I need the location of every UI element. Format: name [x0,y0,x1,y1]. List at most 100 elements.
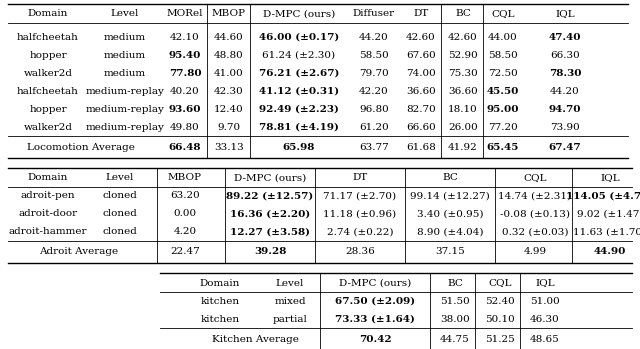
Text: adroit-door: adroit-door [19,209,77,218]
Text: D-MPC (ours): D-MPC (ours) [263,9,335,18]
Text: 72.50: 72.50 [488,68,518,77]
Text: 44.00: 44.00 [488,32,518,42]
Text: cloned: cloned [102,209,138,218]
Text: 36.60: 36.60 [406,87,436,96]
Text: MBOP: MBOP [168,173,202,183]
Text: 89.22 (±12.57): 89.22 (±12.57) [227,192,314,200]
Text: 74.00: 74.00 [406,68,436,77]
Text: cloned: cloned [102,192,138,200]
Text: 66.30: 66.30 [550,51,580,59]
Text: adroit-hammer: adroit-hammer [9,228,87,237]
Text: 82.70: 82.70 [406,104,436,113]
Text: 61.24 (±2.30): 61.24 (±2.30) [262,51,335,59]
Text: 42.60: 42.60 [448,32,478,42]
Text: medium: medium [104,68,146,77]
Text: 44.90: 44.90 [594,247,626,257]
Text: 0.32 (±0.03): 0.32 (±0.03) [502,228,568,237]
Text: Domain: Domain [28,173,68,183]
Text: 96.80: 96.80 [359,104,389,113]
Text: partial: partial [273,314,307,324]
Text: 75.30: 75.30 [448,68,478,77]
Text: 9.02 (±1.47): 9.02 (±1.47) [577,209,640,218]
Text: medium-replay: medium-replay [86,122,164,132]
Text: 16.36 (±2.20): 16.36 (±2.20) [230,209,310,218]
Text: 40.20: 40.20 [170,87,200,96]
Text: 70.42: 70.42 [358,334,391,343]
Text: 9.70: 9.70 [218,122,241,132]
Text: 99.14 (±12.27): 99.14 (±12.27) [410,192,490,200]
Text: 42.10: 42.10 [170,32,200,42]
Text: hopper: hopper [29,104,67,113]
Text: 22.47: 22.47 [170,247,200,257]
Text: IQL: IQL [600,173,620,183]
Text: 78.30: 78.30 [548,68,581,77]
Text: 65.45: 65.45 [487,142,519,151]
Text: MORel: MORel [167,9,204,18]
Text: 46.30: 46.30 [530,314,560,324]
Text: walker2d: walker2d [24,122,72,132]
Text: Domain: Domain [28,9,68,18]
Text: medium: medium [104,51,146,59]
Text: 51.25: 51.25 [485,334,515,343]
Text: CQL: CQL [524,173,547,183]
Text: BC: BC [455,9,471,18]
Text: Adroit Average: Adroit Average [40,247,118,257]
Text: 4.20: 4.20 [173,228,196,237]
Text: medium-replay: medium-replay [86,87,164,96]
Text: 4.99: 4.99 [524,247,547,257]
Text: Domain: Domain [200,279,240,288]
Text: 26.00: 26.00 [448,122,478,132]
Text: cloned: cloned [102,228,138,237]
Text: 45.50: 45.50 [487,87,519,96]
Text: 71.17 (±2.70): 71.17 (±2.70) [323,192,397,200]
Text: 44.20: 44.20 [359,32,389,42]
Text: adroit-pen: adroit-pen [20,192,76,200]
Text: 44.75: 44.75 [440,334,470,343]
Text: 0.00: 0.00 [173,209,196,218]
Text: 41.12 (±0.31): 41.12 (±0.31) [259,87,339,96]
Text: -0.08 (±0.13): -0.08 (±0.13) [500,209,570,218]
Text: 50.10: 50.10 [485,314,515,324]
Text: 63.77: 63.77 [359,142,389,151]
Text: D-MPC (ours): D-MPC (ours) [234,173,306,183]
Text: CQL: CQL [492,9,515,18]
Text: 67.47: 67.47 [548,142,581,151]
Text: BC: BC [442,173,458,183]
Text: 73.33 (±1.64): 73.33 (±1.64) [335,314,415,324]
Text: Level: Level [276,279,304,288]
Text: 95.00: 95.00 [487,104,519,113]
Text: 77.20: 77.20 [488,122,518,132]
Text: Diffuser: Diffuser [353,9,395,18]
Text: 114.05 (±4.78): 114.05 (±4.78) [566,192,640,200]
Text: mixed: mixed [274,297,306,305]
Text: 48.80: 48.80 [214,51,244,59]
Text: 73.90: 73.90 [550,122,580,132]
Text: 61.20: 61.20 [359,122,389,132]
Text: 92.49 (±2.23): 92.49 (±2.23) [259,104,339,113]
Text: 28.36: 28.36 [345,247,375,257]
Text: 49.80: 49.80 [170,122,200,132]
Text: DT: DT [353,173,367,183]
Text: DT: DT [413,9,429,18]
Text: D-MPC (ours): D-MPC (ours) [339,279,411,288]
Text: 41.00: 41.00 [214,68,244,77]
Text: Level: Level [106,173,134,183]
Text: 66.48: 66.48 [169,142,201,151]
Text: hopper: hopper [29,51,67,59]
Text: 33.13: 33.13 [214,142,244,151]
Text: 11.18 (±0.96): 11.18 (±0.96) [323,209,397,218]
Text: 95.40: 95.40 [169,51,201,59]
Text: 61.68: 61.68 [406,142,436,151]
Text: Level: Level [111,9,139,18]
Text: 76.21 (±2.67): 76.21 (±2.67) [259,68,339,77]
Text: walker2d: walker2d [24,68,72,77]
Text: 12.27 (±3.58): 12.27 (±3.58) [230,228,310,237]
Text: 44.20: 44.20 [550,87,580,96]
Text: 42.30: 42.30 [214,87,244,96]
Text: Kitchen Average: Kitchen Average [212,334,298,343]
Text: kitchen: kitchen [200,314,239,324]
Text: 42.20: 42.20 [359,87,389,96]
Text: 11.63 (±1.70): 11.63 (±1.70) [573,228,640,237]
Text: 44.60: 44.60 [214,32,244,42]
Text: 77.80: 77.80 [169,68,202,77]
